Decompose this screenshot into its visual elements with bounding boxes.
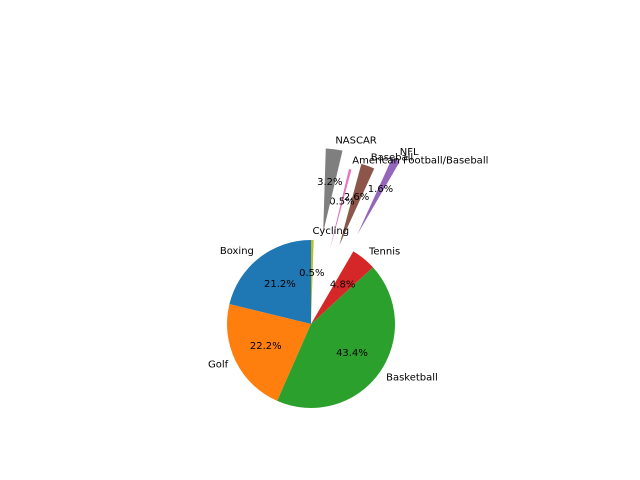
pie-slice-cycling: [311, 240, 314, 324]
pie-slice-golf: [227, 304, 311, 401]
pie-slice-nfl: [357, 158, 400, 235]
slice-label-nascar: NASCAR: [335, 135, 376, 146]
slice-label-golf: Golf: [208, 359, 229, 370]
slice-pct-american-football-baseball: 0.5%: [329, 196, 354, 207]
slice-label-baseball: Baseball: [371, 153, 413, 164]
pie-slice-nascar: [323, 148, 343, 233]
slice-pct-cycling: 0.5%: [299, 268, 324, 279]
slice-label-boxing: Boxing: [220, 246, 254, 257]
pie-slice-tennis: [311, 251, 373, 324]
slice-label-tennis: Tennis: [368, 247, 400, 258]
pie-slice-boxing: [229, 240, 311, 324]
slice-pct-baseball: 2.6%: [344, 192, 369, 203]
slice-pct-boxing: 21.2%: [264, 279, 296, 290]
slice-label-american-football-baseball: American Football/Baseball: [352, 156, 488, 167]
slice-pct-nascar: 3.2%: [317, 177, 342, 188]
slice-label-cycling: Cycling: [312, 226, 349, 237]
slice-label-nfl: NFL: [400, 147, 419, 158]
slice-pct-golf: 22.2%: [250, 341, 282, 352]
slice-pct-tennis: 4.8%: [330, 279, 355, 290]
pie-slice-american-football-baseball: [329, 168, 352, 251]
slice-pct-basketball: 43.4%: [336, 348, 368, 359]
pie-slice-basketball: [277, 267, 396, 409]
slice-pct-nfl: 1.6%: [368, 184, 393, 195]
slice-label-basketball: Basketball: [386, 372, 438, 383]
pie-slice-baseball: [339, 163, 375, 245]
